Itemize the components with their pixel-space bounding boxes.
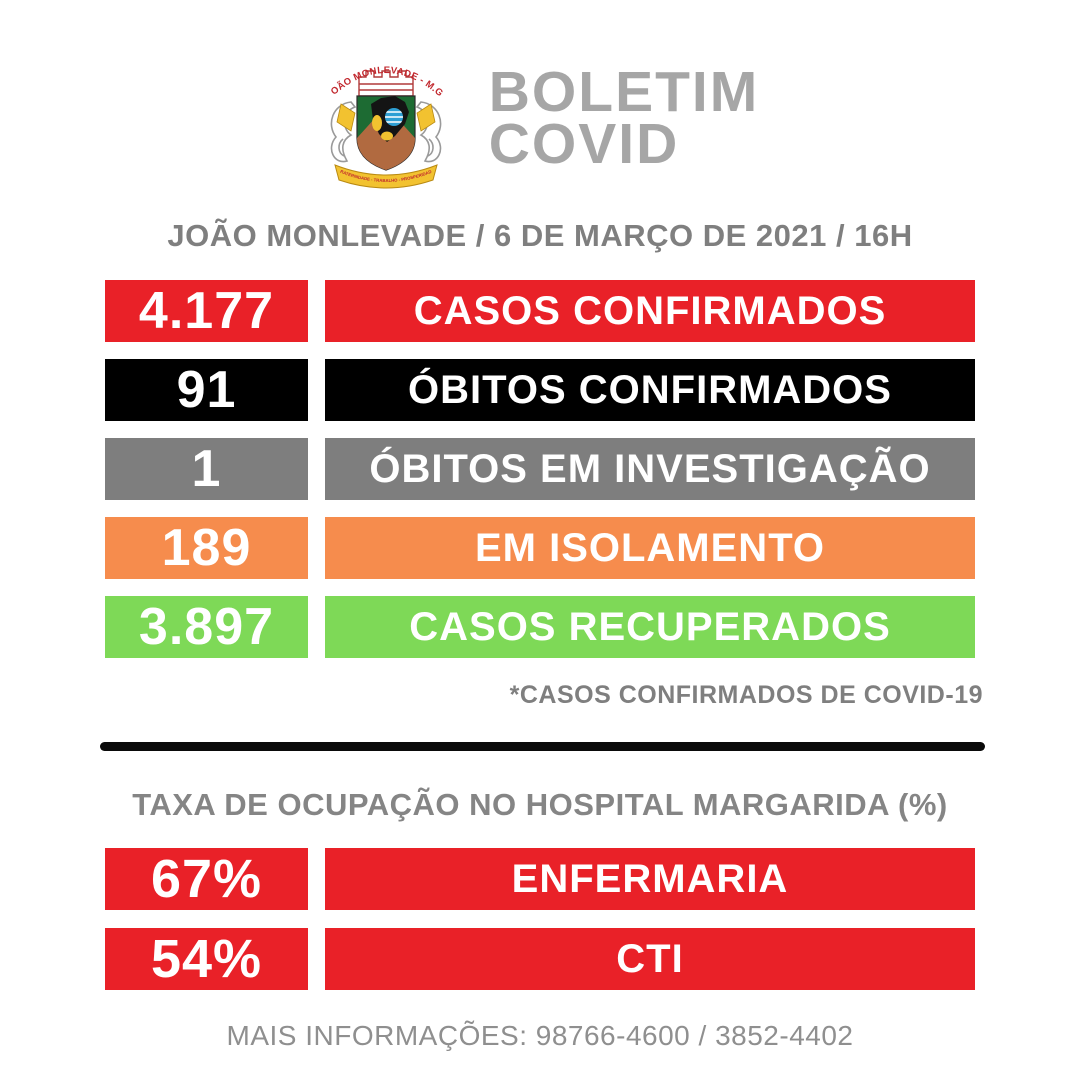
scroll-ornaments-icon	[330, 101, 441, 163]
occupancy-value: 54%	[105, 928, 308, 990]
stat-row-casos-recuperados: 3.897 CASOS RECUPERADOS	[105, 596, 975, 658]
stat-row-obitos-investigacao: 1 ÓBITOS EM INVESTIGAÇÃO	[105, 438, 975, 500]
bulletin-title: BOLETIM COVID	[488, 44, 760, 177]
stat-row-em-isolamento: 189 EM ISOLAMENTO	[105, 517, 975, 579]
footnote: *CASOS CONFIRMADOS DE COVID-19	[509, 681, 983, 709]
stat-value: 3.897	[105, 596, 308, 658]
motto-banner-icon	[334, 164, 438, 189]
stat-value: 189	[105, 517, 308, 579]
shield-icon	[356, 95, 416, 171]
occupancy-label: ENFERMARIA	[325, 848, 975, 910]
hospital-section-title: TAXA DE OCUPAÇÃO NO HOSPITAL MARGARIDA (…	[132, 787, 948, 822]
masthead: JOÃO MONLEVADE - M.G. FRATERNIDADE - TRA…	[0, 44, 1080, 192]
stat-label: CASOS CONFIRMADOS	[325, 280, 975, 342]
title-line-covid: COVID	[488, 112, 680, 177]
city-crest-logo: JOÃO MONLEVADE - M.G. FRATERNIDADE - TRA…	[321, 44, 445, 189]
stat-row-casos-confirmados: 4.177 CASOS CONFIRMADOS	[105, 280, 975, 342]
hospital-section: 67% ENFERMARIA 54% CTI	[105, 848, 975, 1008]
title-line-boletim: BOLETIM	[488, 60, 760, 124]
stat-label: ÓBITOS EM INVESTIGAÇÃO	[325, 438, 975, 500]
stat-row-obitos-confirmados: 91 ÓBITOS CONFIRMADOS	[105, 359, 975, 421]
mural-crown-icon	[358, 70, 414, 97]
occupancy-value: 67%	[105, 848, 308, 910]
date-line: JOÃO MONLEVADE / 6 DE MARÇO DE 2021 / 16…	[167, 218, 913, 253]
contact-info-line: MAIS INFORMAÇÕES: 98766-4600 / 3852-4402	[226, 1020, 854, 1051]
side-ribbons-icon	[336, 103, 436, 132]
occupancy-label: CTI	[325, 928, 975, 990]
stat-value: 4.177	[105, 280, 308, 342]
stat-value: 91	[105, 359, 308, 421]
hospital-row-cti: 54% CTI	[105, 928, 975, 990]
stat-label: EM ISOLAMENTO	[325, 517, 975, 579]
stat-label: ÓBITOS CONFIRMADOS	[325, 359, 975, 421]
stat-label: CASOS RECUPERADOS	[325, 596, 975, 658]
stats-section: 4.177 CASOS CONFIRMADOS 91 ÓBITOS CONFIR…	[105, 280, 975, 675]
stat-value: 1	[105, 438, 308, 500]
section-divider	[100, 742, 985, 751]
hospital-row-enfermaria: 67% ENFERMARIA	[105, 848, 975, 910]
